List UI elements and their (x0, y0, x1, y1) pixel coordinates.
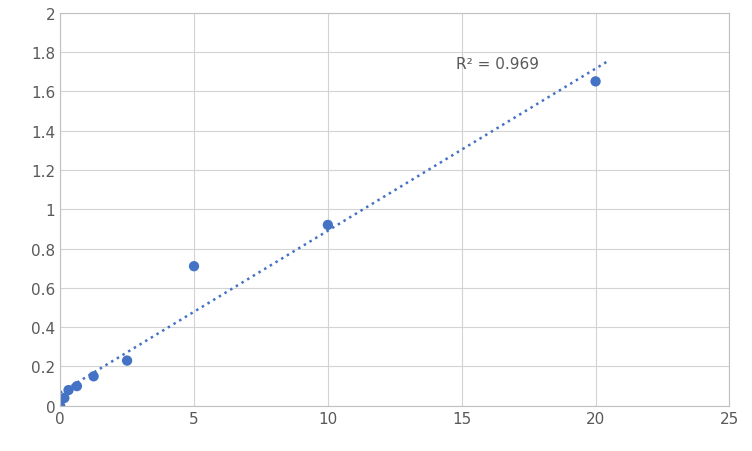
Point (121, 357, 133, 364)
Point (62, 387, 74, 394)
Point (322, 222, 334, 229)
Point (54, 402, 66, 410)
Point (59, 395, 71, 402)
Point (590, 78, 602, 86)
Point (71, 382, 83, 390)
Text: R² = 0.969: R² = 0.969 (456, 57, 539, 72)
Point (87, 373, 99, 380)
Point (188, 263, 200, 270)
